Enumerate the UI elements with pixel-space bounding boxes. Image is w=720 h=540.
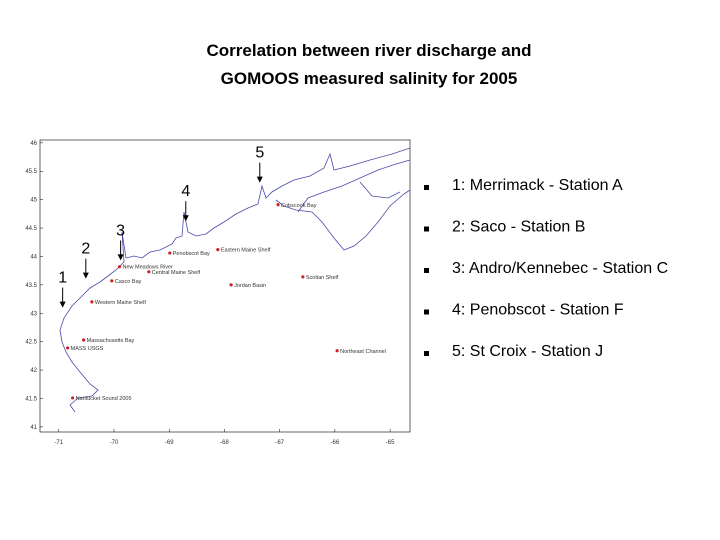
arrow-head (59, 301, 66, 308)
station-label: Central Maine Shelf (152, 270, 201, 276)
bullet (424, 268, 429, 273)
station-label: Scotian Shelf (306, 275, 339, 281)
bullet (424, 226, 429, 232)
x-tick-label: -69 (165, 440, 174, 446)
station-label: Casco Bay (115, 279, 142, 285)
legend-item: 5: St Croix - Station J (452, 343, 603, 360)
arrow-head (117, 254, 124, 261)
station (168, 251, 172, 255)
station-label: New Meadows River (123, 265, 174, 271)
coastline (59, 147, 411, 413)
y-tick-label: 44 (30, 254, 37, 260)
y-tick-label: 41 (30, 425, 37, 431)
x-tick-label: -68 (220, 440, 229, 446)
x-tick-label: -65 (386, 440, 395, 446)
x-tick-label: -70 (110, 440, 119, 446)
river-number: 5 (255, 145, 264, 162)
station (110, 279, 114, 283)
station (70, 396, 75, 400)
station-label: MASS USGS (71, 346, 104, 352)
station (90, 300, 94, 304)
station-label: Penobscot Bay (173, 251, 210, 257)
y-tick-label: 45 (30, 198, 37, 204)
station (147, 270, 151, 274)
title-line: Correlation between river discharge and (207, 41, 532, 60)
y-tick-label: 45.5 (25, 169, 37, 175)
river-number: 1 (58, 270, 67, 287)
map-frame (39, 139, 411, 433)
station-label: Eastern Maine Shelf (221, 248, 271, 254)
arrow-head (82, 272, 89, 279)
river-number: 3 (116, 222, 125, 239)
station-label: Western Maine Shelf (95, 300, 146, 306)
station (117, 265, 122, 269)
y-tick-label: 42 (30, 368, 37, 374)
x-tick-label: -67 (275, 440, 284, 446)
arrow-head (256, 176, 263, 183)
station (276, 203, 280, 207)
y-tick-label: 44.5 (25, 226, 37, 232)
x-tick-label: -66 (331, 440, 340, 446)
legend-item: 1: Merrimack - Station A (452, 177, 623, 194)
station (82, 338, 86, 342)
station (335, 349, 339, 353)
legend-item: 4: Penobscot - Station F (452, 302, 624, 319)
bullet (424, 309, 429, 315)
station-label: Massachusetts Bay (87, 338, 135, 344)
y-tick-label: 42.5 (25, 340, 37, 346)
station (301, 275, 305, 279)
station-label: Jordan Basin (234, 283, 266, 289)
river-number: 2 (81, 241, 90, 258)
legend-item: 3: Andro/Kennebec - Station C (452, 260, 668, 277)
legend-item: 2: Saco - Station B (452, 219, 585, 236)
y-tick-label: 46 (30, 141, 37, 147)
y-tick-label: 43.5 (25, 283, 37, 289)
y-tick-label: 41.5 (25, 396, 37, 402)
station (216, 248, 220, 252)
x-tick-label: -71 (54, 440, 63, 446)
bullet (424, 351, 429, 356)
title-line: GOMOOS measured salinity for 2005 (221, 69, 518, 88)
station-label: Nantucket Sound 2005 (76, 396, 132, 402)
arrow-head (182, 215, 189, 222)
station-label: Northeast Channel (340, 349, 386, 355)
bullet (424, 185, 429, 190)
y-tick-label: 43 (30, 311, 37, 317)
station-label: Cobscook Bay (281, 203, 317, 209)
river-number: 4 (181, 183, 190, 200)
station (66, 346, 70, 350)
station (229, 283, 233, 287)
